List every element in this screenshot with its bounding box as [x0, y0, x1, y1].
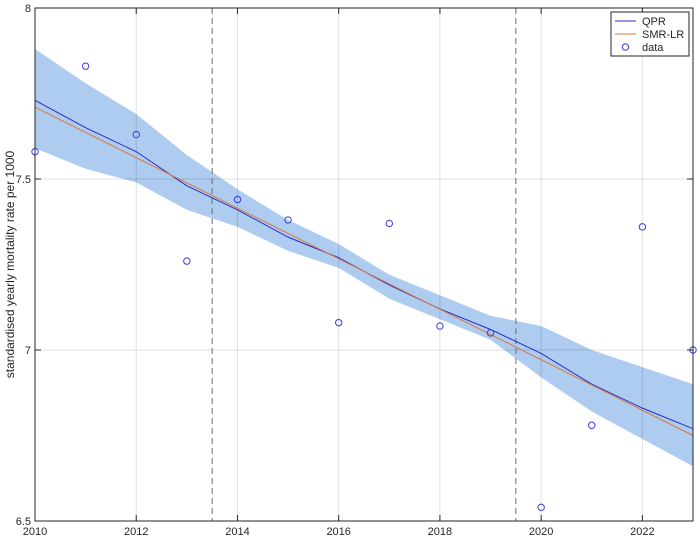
data-point	[638, 223, 647, 231]
confidence-band-layer	[35, 49, 693, 467]
y-tick-label: 8	[25, 3, 31, 15]
y-axis-label: standardised yearly mortality rate per 1…	[3, 150, 17, 378]
data-point	[588, 421, 596, 429]
data-point	[436, 322, 444, 330]
series-line-smr-lr	[34, 106, 694, 436]
vertical-dashed-lines	[211, 8, 517, 521]
data-point	[233, 195, 242, 204]
x-tick-label: 2022	[630, 526, 654, 538]
data-point	[486, 329, 495, 337]
y-tick-label: 7.5	[16, 174, 31, 186]
series-layer	[31, 62, 697, 512]
legend-label-qpr: QPR	[642, 16, 666, 28]
legend-label-smr-lr: SMR-LR	[642, 29, 684, 41]
data-point	[183, 257, 191, 265]
x-tick-label: 2014	[225, 526, 249, 538]
x-tick-label: 2016	[326, 526, 350, 538]
x-tick-label: 2010	[23, 526, 47, 538]
y-tick-label: 6.5	[16, 516, 31, 528]
y-tick-label: 7	[25, 345, 31, 357]
data-point	[537, 503, 545, 512]
x-tick-label: 2020	[529, 526, 553, 538]
tick-labels: 2010 2012 2014 2016 2018 2020 2022 6.5 7 7.5 8	[16, 3, 655, 538]
x-tick-label: 2018	[428, 526, 452, 538]
confidence-band	[35, 49, 693, 467]
axes	[34, 7, 694, 522]
data-point	[132, 130, 140, 139]
x-tick-label: 2012	[124, 526, 148, 538]
legend-label-data: data	[642, 42, 664, 54]
data-point	[284, 216, 292, 224]
data-point	[385, 219, 394, 228]
data-point	[81, 62, 90, 70]
axes-box	[34, 7, 694, 522]
legend-swatch-data	[621, 43, 630, 51]
data-point	[334, 318, 343, 327]
